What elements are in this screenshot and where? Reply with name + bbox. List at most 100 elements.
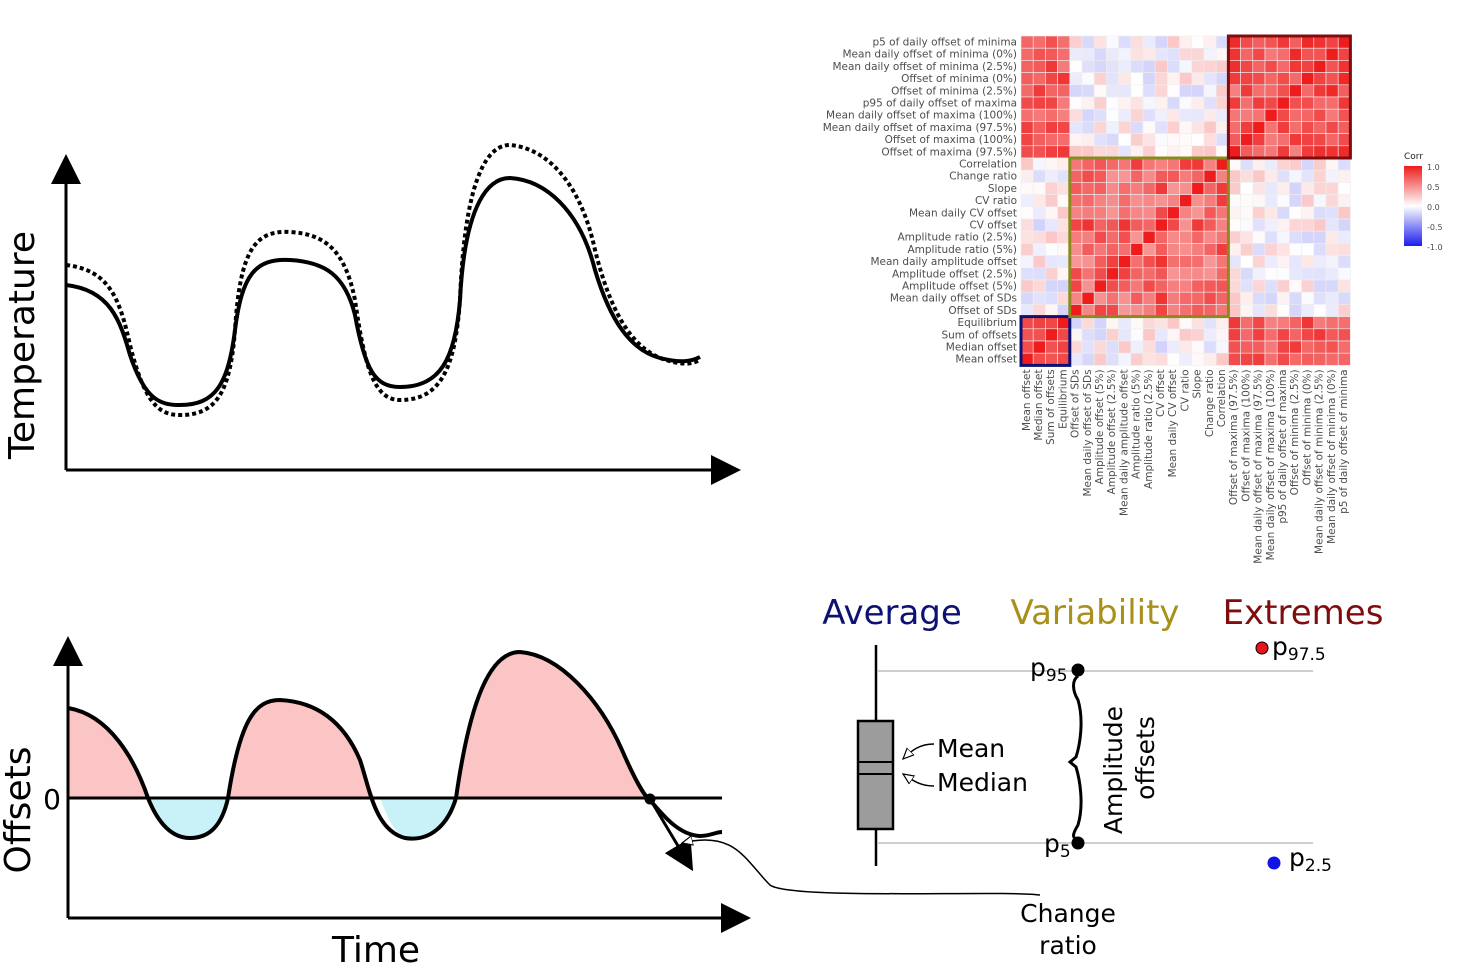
heatmap-cell [1081, 243, 1095, 256]
corr-legend-tick-1: 1.0 [1427, 163, 1440, 172]
heatmap-cell [1252, 133, 1266, 147]
heatmap-cell [1093, 328, 1107, 342]
heatmap-group-box [1068, 156, 1230, 319]
heatmap-cell [1289, 304, 1302, 317]
heatmap-cell [1167, 84, 1180, 98]
heatmap-cell [1215, 230, 1229, 244]
heatmap-cell [1191, 291, 1205, 305]
heatmap-cell [1301, 304, 1315, 317]
category-variability: Variability [1010, 593, 1179, 633]
heatmap-cell [1215, 157, 1229, 171]
heatmap-cell [1240, 340, 1254, 354]
heatmap-cell [1191, 47, 1205, 61]
heatmap-cell [1032, 145, 1046, 159]
heatmap-cell [1240, 230, 1254, 244]
heatmap-cell [1142, 145, 1156, 159]
heatmap-cell [1179, 218, 1193, 232]
heatmap-cell [1118, 316, 1132, 330]
heatmap-row-label: Mean daily offset of minima (2.5%) [832, 61, 1017, 73]
heatmap-cell [1130, 243, 1144, 256]
heatmap-cell [1191, 206, 1205, 220]
heatmap-cell [1093, 145, 1107, 159]
heatmap-cell [1142, 84, 1156, 98]
heatmap-column-label: Mean daily offset of maxima (97.5%) [1253, 369, 1265, 563]
heatmap-cell [1032, 316, 1046, 330]
heatmap-row-label: Mean daily CV offset [909, 207, 1017, 219]
heatmap-cell [1130, 279, 1144, 293]
heatmap-cell [1313, 60, 1327, 73]
heatmap-cell [1057, 267, 1071, 281]
heatmap-cell [1337, 108, 1351, 122]
heatmap-cell [1215, 291, 1229, 305]
heatmap-cell [1252, 304, 1266, 317]
heatmap-cell [1142, 279, 1156, 293]
heatmap-cell [1081, 169, 1095, 183]
heatmap-cell [1240, 316, 1254, 330]
heatmap-cell [1179, 108, 1193, 122]
heatmap-cell [1337, 121, 1351, 134]
heatmap-cell [1020, 35, 1034, 49]
heatmap-cell [1179, 47, 1193, 61]
heatmap-cell [1215, 206, 1229, 220]
heatmap-cell [1203, 182, 1217, 195]
heatmap-cell [1301, 267, 1315, 281]
heatmap-cell [1179, 230, 1193, 244]
heatmap-cell [1215, 108, 1229, 122]
heatmap-cell [1301, 230, 1315, 244]
heatmap-cell [1179, 157, 1193, 171]
heatmap-cell [1106, 291, 1119, 305]
heatmap-cell [1130, 194, 1144, 208]
heatmap-cell [1130, 47, 1144, 61]
heatmap-cell [1093, 243, 1107, 256]
heatmap-cell [1167, 328, 1180, 342]
heatmap-cell [1179, 267, 1193, 281]
heatmap-cell [1045, 84, 1058, 98]
heatmap-cell [1020, 218, 1034, 232]
heatmap-cell [1118, 96, 1132, 110]
heatmap-row-label: CV ratio [975, 195, 1017, 207]
heatmap-cell [1337, 230, 1351, 244]
heatmap-cell [1106, 255, 1119, 269]
heatmap-cell [1301, 218, 1315, 232]
heatmap-cell [1289, 291, 1302, 305]
heatmap-cell [1130, 340, 1144, 354]
heatmap-cell [1069, 267, 1083, 281]
heatmap-cell [1276, 243, 1290, 256]
heatmap-cell [1228, 243, 1241, 256]
heatmap-cell [1203, 352, 1217, 366]
heatmap-cell [1264, 169, 1278, 183]
heatmap-cell [1106, 316, 1119, 330]
heatmap-column-label: Equilibrium [1057, 369, 1069, 429]
heatmap-cell [1081, 157, 1095, 171]
heatmap-cell [1069, 182, 1083, 195]
heatmap-cell [1020, 157, 1034, 171]
heatmap-cell [1325, 291, 1339, 305]
heatmap-cell [1191, 145, 1205, 159]
heatmap-cell [1130, 328, 1144, 342]
heatmap-cell [1081, 121, 1095, 134]
heatmap-cell [1276, 182, 1290, 195]
heatmap-cell [1337, 340, 1351, 354]
heatmap-cell [1020, 108, 1034, 122]
heatmap-cell [1337, 35, 1351, 49]
heatmap-cell [1081, 60, 1095, 73]
heatmap-cell [1203, 108, 1217, 122]
heatmap-cell [1325, 316, 1339, 330]
heatmap-cell [1154, 121, 1168, 134]
change-ratio-tangent [648, 798, 694, 872]
heatmap-cell [1167, 230, 1180, 244]
heatmap-cell [1020, 47, 1034, 61]
heatmap-cell [1313, 194, 1327, 208]
heatmap-cell [1057, 230, 1071, 244]
heatmap-cell [1069, 328, 1083, 342]
heatmap-cell [1313, 206, 1327, 220]
p25-label: p2.5 [1289, 843, 1332, 876]
heatmap-cell [1118, 157, 1132, 171]
heatmap-cell [1203, 316, 1217, 330]
heatmap-cell [1057, 108, 1071, 122]
heatmap-cell [1252, 60, 1266, 73]
heatmap-cell [1240, 145, 1254, 159]
heatmap-cell [1325, 169, 1339, 183]
heatmap-cell [1069, 340, 1083, 354]
